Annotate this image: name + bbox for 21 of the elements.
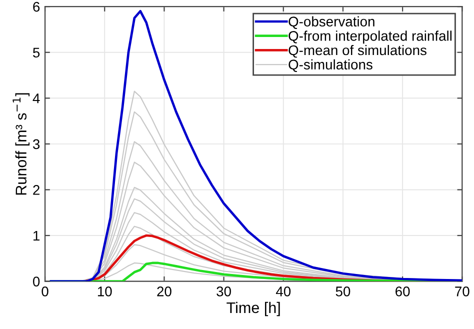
x-tick-label: 50 bbox=[336, 286, 350, 296]
x-tick-label: 0 bbox=[42, 286, 48, 296]
y-tick-label: 3 bbox=[32, 139, 40, 150]
y-tick-label: 5 bbox=[33, 48, 40, 58]
legend-label: Q-simulations bbox=[288, 59, 372, 72]
legend-label: Q-from interpolated rainfall bbox=[288, 30, 452, 44]
x-tick-label: 20 bbox=[157, 286, 172, 296]
y-axis-title: Runoff [m³ s$^{−1}$] bbox=[12, 93, 30, 195]
legend-label: Q-observation bbox=[288, 16, 374, 29]
y-tick-label: 0 bbox=[32, 276, 40, 286]
y-tick-label: 2 bbox=[33, 185, 40, 195]
x-tick-label: 10 bbox=[98, 286, 112, 296]
y-tick-label: 4 bbox=[32, 94, 40, 104]
legend-label: Q-mean of simulations bbox=[288, 44, 426, 58]
x-tick-label: 40 bbox=[276, 286, 291, 296]
x-axis-title: Time [h] bbox=[226, 302, 280, 316]
y-tick-label: 1 bbox=[34, 230, 40, 241]
x-tick-label: 60 bbox=[396, 286, 410, 296]
x-tick-label: 30 bbox=[216, 286, 231, 296]
x-tick-label: 70 bbox=[455, 286, 470, 296]
y-tick-label: 6 bbox=[33, 2, 40, 12]
